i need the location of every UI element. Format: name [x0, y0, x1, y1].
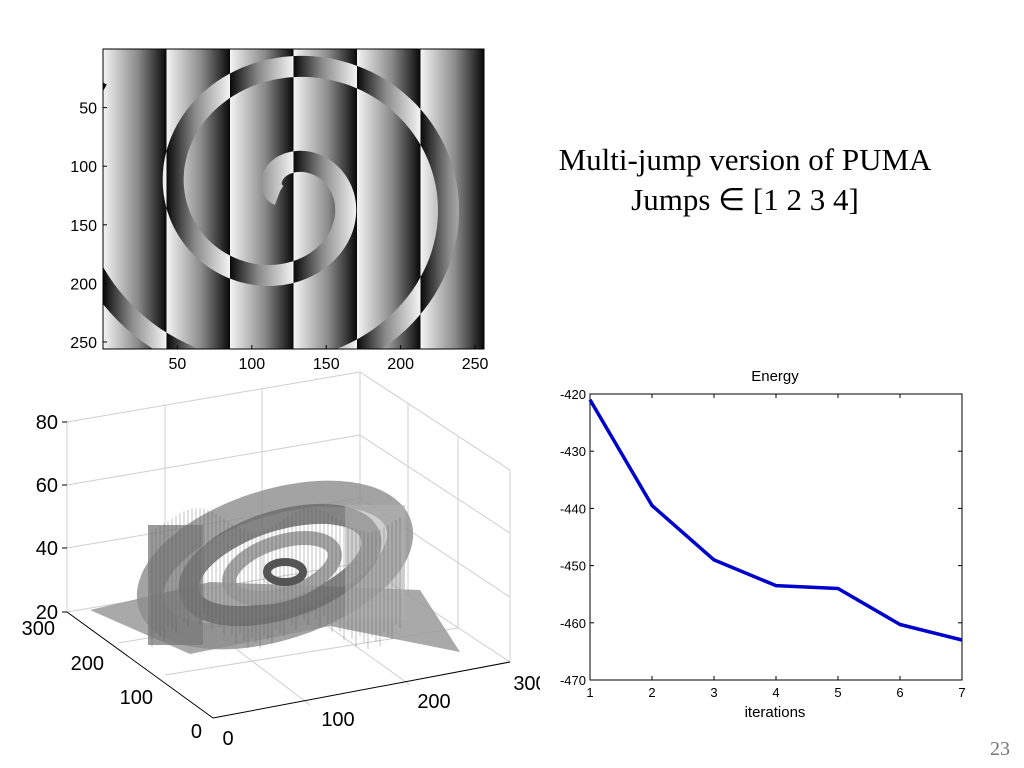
surface-y-tick-label: 200	[71, 653, 104, 675]
title-line-2: Jumps ∈ [1 2 3 4]	[631, 182, 859, 217]
surface-z-tick-label: 20	[36, 602, 58, 624]
surface-3d-chart: 20 40 60 80 0 100 200 300 0 100 200 300	[22, 371, 540, 750]
phase-image-frame	[102, 48, 485, 350]
surface-y-tick-label: 300	[22, 618, 55, 640]
energy-series-line	[588, 398, 963, 642]
surface-ticks: 20 40 60 80 0 100 200 300 0 100 200 300	[22, 412, 540, 750]
phase-x-tick-label: 100	[238, 356, 265, 373]
energy-y-tick-label: -430	[560, 444, 586, 459]
energy-x-tick-label: 1	[586, 685, 593, 700]
slide-number: 23	[990, 738, 1010, 760]
surface-x-tick-label: 300	[513, 673, 540, 695]
wrapped-phase-image-chart: 50 100 150 200 250 50 100 150 200 250	[70, 48, 489, 373]
phase-axes: 50 100 150 200 250 50 100 150 200 250	[70, 101, 488, 373]
phase-x-tick-label: 150	[313, 356, 340, 373]
phase-y-tick-label: 250	[70, 335, 97, 352]
energy-x-tick-label: 5	[834, 685, 841, 700]
surface-axis-lines	[66, 611, 511, 719]
surface-z-tick-label: 80	[36, 412, 58, 434]
energy-x-tick-label: 3	[710, 685, 717, 700]
surface-z-tick-label: 40	[36, 538, 58, 560]
slide-title: Multi-jump version of PUMA Jumps ∈ [1 2 …	[500, 140, 990, 220]
surface-x-tick-label: 0	[222, 728, 233, 750]
energy-y-tick-label: -450	[560, 559, 586, 574]
energy-y-tick-label: -470	[560, 673, 586, 688]
surface-y-tick-label: 100	[120, 687, 153, 709]
energy-x-tick-label: 7	[958, 685, 965, 700]
surface-z-tick-label: 60	[36, 475, 58, 497]
phase-y-tick-label: 150	[70, 218, 97, 235]
surface-x-tick-label: 200	[417, 691, 450, 713]
surface-body	[90, 480, 460, 654]
phase-x-tick-label: 200	[387, 356, 414, 373]
phase-y-tick-label: 200	[70, 276, 97, 293]
energy-x-tick-label: 4	[772, 685, 779, 700]
energy-ticks: 1 2 3 4 5 6 7 -420 -430 -440 -450 -460 -470	[560, 387, 966, 700]
phase-y-tick-label: 100	[70, 159, 97, 176]
energy-chart-title: Energy	[751, 368, 799, 385]
energy-y-tick-label: -420	[560, 387, 586, 402]
energy-x-tick-label: 2	[648, 685, 655, 700]
energy-plot-frame	[589, 393, 963, 681]
phase-x-tick-label: 50	[169, 356, 187, 373]
title-line-1: Multi-jump version of PUMA	[558, 142, 932, 177]
surface-x-tick-label: 100	[321, 709, 354, 731]
phase-y-tick-label: 50	[79, 101, 97, 118]
energy-x-axis-label: iterations	[745, 704, 806, 721]
energy-x-tick-label: 6	[896, 685, 903, 700]
surface-y-tick-label: 0	[191, 721, 202, 743]
energy-y-tick-label: -440	[560, 501, 586, 516]
energy-y-tick-label: -460	[560, 616, 586, 631]
energy-line-chart: Energy 1 2 3 4 5 6 7 -420 -430 -440 -450 -460 -470 i…	[560, 368, 966, 721]
phase-spiral-band	[103, 55, 459, 349]
phase-x-tick-label: 250	[462, 356, 489, 373]
